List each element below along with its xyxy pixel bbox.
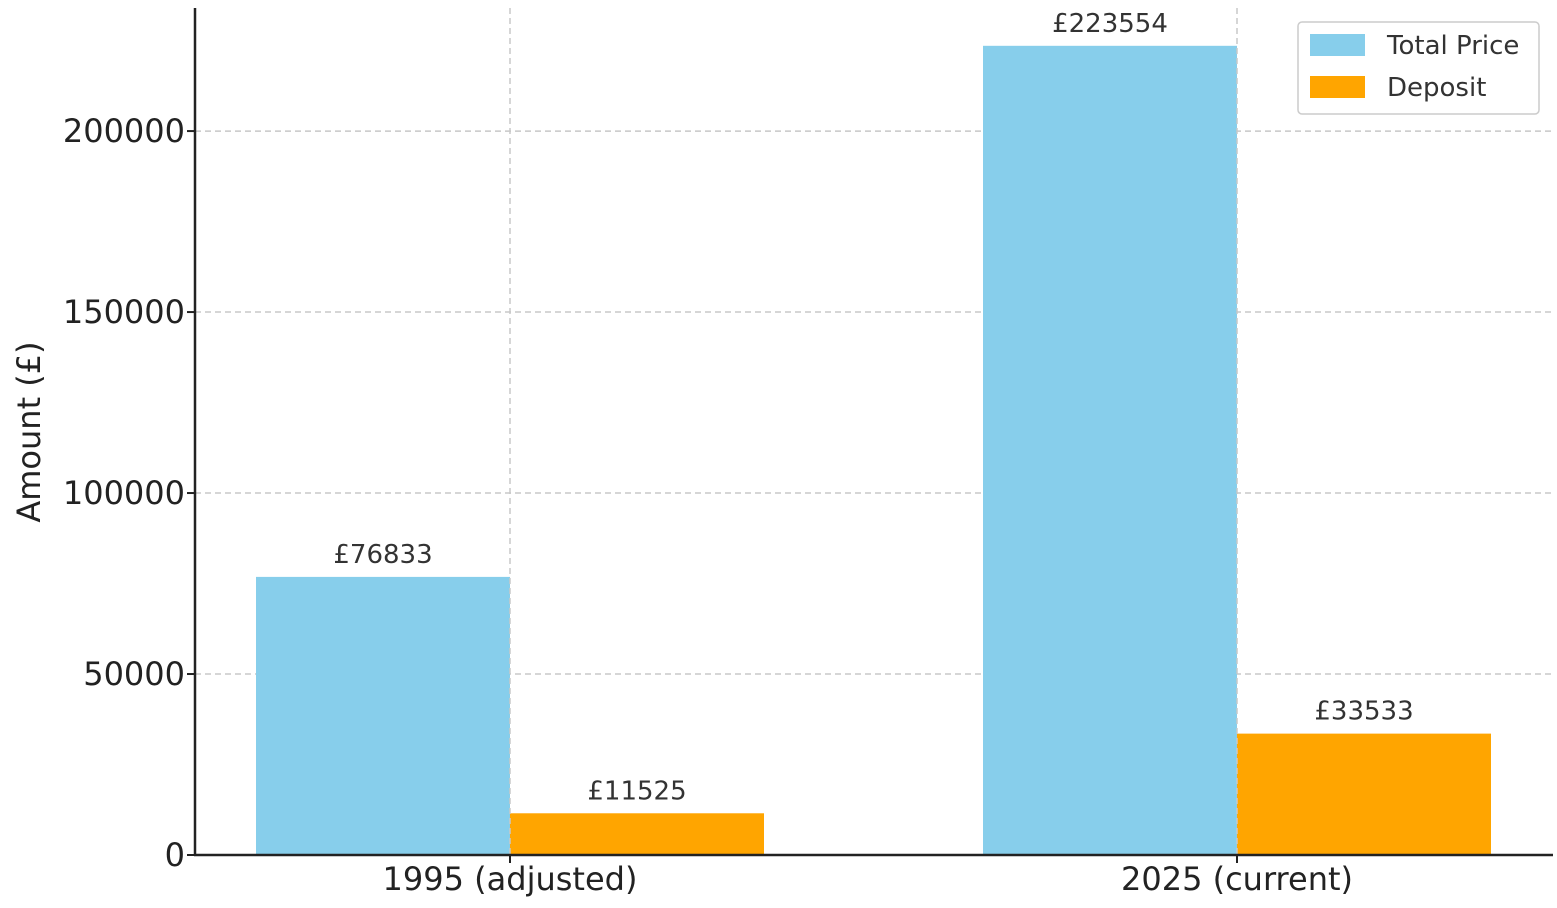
legend-swatch	[1310, 76, 1365, 98]
x-tick-label: 1995 (adjusted)	[383, 860, 638, 898]
x-ticks: 1995 (adjusted) 2025 (current)	[383, 855, 1353, 898]
data-labels: £76833 £223554 £11525 £33533	[333, 9, 1413, 806]
bar-deposit	[1237, 733, 1491, 855]
legend-label: Total Price	[1386, 31, 1519, 61]
vertical-grid-lines	[509, 8, 1238, 855]
bar-total-price	[983, 45, 1237, 855]
legend: Total Price Deposit	[1297, 21, 1540, 115]
bar-deposit	[510, 813, 764, 855]
x-tick-label: 2025 (current)	[1121, 860, 1353, 898]
axes	[193, 8, 1553, 857]
bar-value-label: £33533	[1314, 697, 1413, 727]
legend-swatch	[1310, 34, 1365, 56]
bar-total-price	[256, 576, 510, 855]
y-tick-label: 50000	[83, 655, 185, 693]
y-tick-label: 150000	[63, 293, 185, 331]
bar-value-label: £76833	[333, 540, 432, 570]
y-ticks: 0 50000 100000 150000 200000	[63, 112, 195, 874]
bar-value-label: £11525	[587, 776, 686, 806]
bar-value-label: £223554	[1052, 9, 1168, 39]
legend-label: Deposit	[1387, 73, 1486, 103]
y-tick-label: 100000	[63, 474, 185, 512]
bar-series	[256, 45, 1491, 855]
grid-lines	[195, 130, 1553, 675]
y-tick-label: 200000	[63, 112, 185, 150]
y-tick-label: 0	[165, 836, 185, 874]
y-axis-title: Amount (£)	[10, 341, 48, 522]
